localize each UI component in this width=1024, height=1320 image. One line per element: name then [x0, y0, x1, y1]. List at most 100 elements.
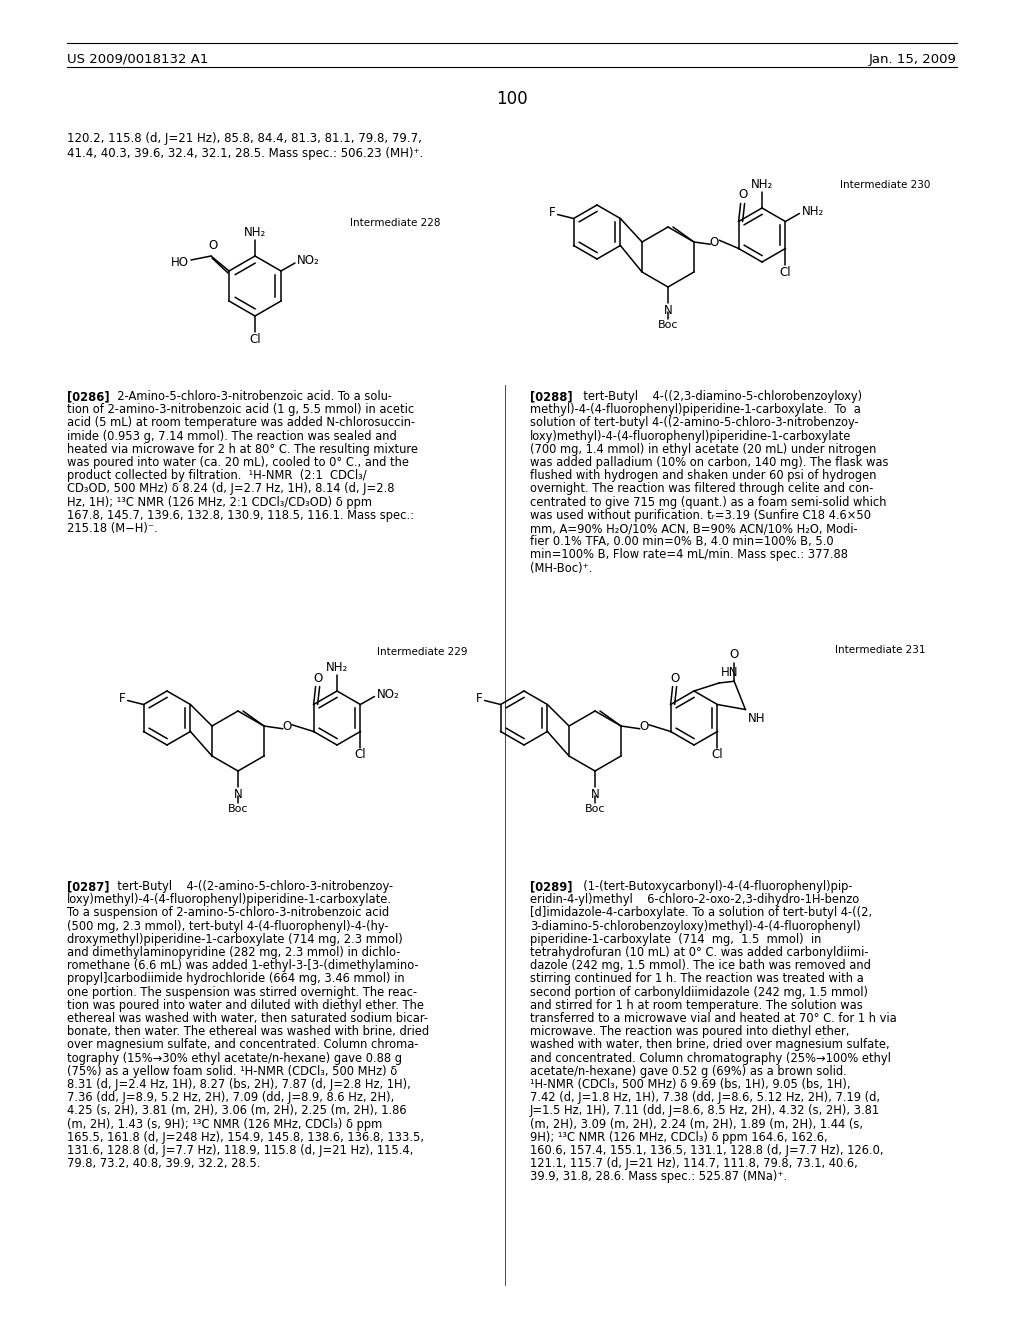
- Text: was added palladium (10% on carbon, 140 mg). The flask was: was added palladium (10% on carbon, 140 …: [530, 455, 889, 469]
- Text: O: O: [313, 672, 323, 685]
- Text: N: N: [591, 788, 599, 801]
- Text: [d]imidazole-4-carboxylate. To a solution of tert-butyl 4-((2,: [d]imidazole-4-carboxylate. To a solutio…: [530, 907, 872, 920]
- Text: fier 0.1% TFA, 0.00 min=0% B, 4.0 min=100% B, 5.0: fier 0.1% TFA, 0.00 min=0% B, 4.0 min=10…: [530, 535, 834, 548]
- Text: overnight. The reaction was filtered through celite and con-: overnight. The reaction was filtered thr…: [530, 482, 873, 495]
- Text: 39.9, 31.8, 28.6. Mass spec.: 525.87 (MNa)⁺.: 39.9, 31.8, 28.6. Mass spec.: 525.87 (MN…: [530, 1171, 787, 1184]
- Text: 120.2, 115.8 (d, J=21 Hz), 85.8, 84.4, 81.3, 81.1, 79.8, 79.7,: 120.2, 115.8 (d, J=21 Hz), 85.8, 84.4, 8…: [67, 132, 422, 145]
- Text: and stirred for 1 h at room temperature. The solution was: and stirred for 1 h at room temperature.…: [530, 999, 863, 1012]
- Text: (m, 2H), 1.43 (s, 9H); ¹³C NMR (126 MHz, CDCl₃) δ ppm: (m, 2H), 1.43 (s, 9H); ¹³C NMR (126 MHz,…: [67, 1118, 382, 1131]
- Text: tion was poured into water and diluted with diethyl ether. The: tion was poured into water and diluted w…: [67, 999, 424, 1012]
- Text: propyl]carbodiimide hydrochloride (664 mg, 3.46 mmol) in: propyl]carbodiimide hydrochloride (664 m…: [67, 973, 404, 986]
- Text: heated via microwave for 2 h at 80° C. The resulting mixture: heated via microwave for 2 h at 80° C. T…: [67, 442, 418, 455]
- Text: Boc: Boc: [227, 804, 248, 814]
- Text: Cl: Cl: [779, 265, 792, 279]
- Text: Boc: Boc: [657, 319, 678, 330]
- Text: stirring continued for 1 h. The reaction was treated with a: stirring continued for 1 h. The reaction…: [530, 973, 864, 986]
- Text: (MH-Boc)⁺.: (MH-Boc)⁺.: [530, 561, 592, 574]
- Text: tetrahydrofuran (10 mL) at 0° C. was added carbonyldiimi-: tetrahydrofuran (10 mL) at 0° C. was add…: [530, 946, 868, 960]
- Text: product collected by filtration.  ¹H-NMR  (2:1  CDCl₃/: product collected by filtration. ¹H-NMR …: [67, 469, 367, 482]
- Text: NH₂: NH₂: [244, 226, 266, 239]
- Text: was poured into water (ca. 20 mL), cooled to 0° C., and the: was poured into water (ca. 20 mL), coole…: [67, 455, 409, 469]
- Text: 131.6, 128.8 (d, J=7.7 Hz), 118.9, 115.8 (d, J=21 Hz), 115.4,: 131.6, 128.8 (d, J=7.7 Hz), 118.9, 115.8…: [67, 1144, 414, 1158]
- Text: mm, A=90% H₂O/10% ACN, B=90% ACN/10% H₂O, Modi-: mm, A=90% H₂O/10% ACN, B=90% ACN/10% H₂O…: [530, 521, 858, 535]
- Text: transferred to a microwave vial and heated at 70° C. for 1 h via: transferred to a microwave vial and heat…: [530, 1012, 897, 1026]
- Text: Intermediate 228: Intermediate 228: [350, 218, 440, 228]
- Text: 4.25 (s, 2H), 3.81 (m, 2H), 3.06 (m, 2H), 2.25 (m, 2H), 1.86: 4.25 (s, 2H), 3.81 (m, 2H), 3.06 (m, 2H)…: [67, 1105, 407, 1118]
- Text: 7.42 (d, J=1.8 Hz, 1H), 7.38 (dd, J=8.6, 5.12 Hz, 2H), 7.19 (d,: 7.42 (d, J=1.8 Hz, 1H), 7.38 (dd, J=8.6,…: [530, 1092, 880, 1105]
- Text: 100: 100: [497, 90, 527, 108]
- Text: [0289]: [0289]: [530, 880, 572, 894]
- Text: [0286]: [0286]: [67, 389, 110, 403]
- Text: (1-(tert-Butoxycarbonyl)-4-(4-fluorophenyl)pip-: (1-(tert-Butoxycarbonyl)-4-(4-fluorophen…: [575, 880, 853, 894]
- Text: 167.8, 145.7, 139.6, 132.8, 130.9, 118.5, 116.1. Mass spec.:: 167.8, 145.7, 139.6, 132.8, 130.9, 118.5…: [67, 508, 414, 521]
- Text: O: O: [729, 648, 739, 661]
- Text: To a suspension of 2-amino-5-chloro-3-nitrobenzoic acid: To a suspension of 2-amino-5-chloro-3-ni…: [67, 907, 389, 920]
- Text: solution of tert-butyl 4-((2-amino-5-chloro-3-nitrobenzoy-: solution of tert-butyl 4-((2-amino-5-chl…: [530, 416, 859, 429]
- Text: Boc: Boc: [585, 804, 605, 814]
- Text: [0288]: [0288]: [530, 389, 572, 403]
- Text: NH₂: NH₂: [751, 178, 773, 191]
- Text: 160.6, 157.4, 155.1, 136.5, 131.1, 128.8 (d, J=7.7 Hz), 126.0,: 160.6, 157.4, 155.1, 136.5, 131.1, 128.8…: [530, 1144, 884, 1158]
- Text: O: O: [670, 672, 679, 685]
- Text: F: F: [119, 692, 126, 705]
- Text: droxymethyl)piperidine-1-carboxylate (714 mg, 2.3 mmol): droxymethyl)piperidine-1-carboxylate (71…: [67, 933, 402, 946]
- Text: Hz, 1H); ¹³C NMR (126 MHz, 2:1 CDCl₃/CD₃OD) δ ppm: Hz, 1H); ¹³C NMR (126 MHz, 2:1 CDCl₃/CD₃…: [67, 495, 372, 508]
- Text: 2-Amino-5-chloro-3-nitrobenzoic acid. To a solu-: 2-Amino-5-chloro-3-nitrobenzoic acid. To…: [110, 389, 392, 403]
- Text: microwave. The reaction was poured into diethyl ether,: microwave. The reaction was poured into …: [530, 1026, 849, 1039]
- Text: J=1.5 Hz, 1H), 7.11 (dd, J=8.6, 8.5 Hz, 2H), 4.32 (s, 2H), 3.81: J=1.5 Hz, 1H), 7.11 (dd, J=8.6, 8.5 Hz, …: [530, 1105, 880, 1118]
- Text: NH₂: NH₂: [802, 205, 823, 218]
- Text: 7.36 (dd, J=8.9, 5.2 Hz, 2H), 7.09 (dd, J=8.9, 8.6 Hz, 2H),: 7.36 (dd, J=8.9, 5.2 Hz, 2H), 7.09 (dd, …: [67, 1092, 394, 1105]
- Text: (500 mg, 2.3 mmol), tert-butyl 4-(4-fluorophenyl)-4-(hy-: (500 mg, 2.3 mmol), tert-butyl 4-(4-fluo…: [67, 920, 388, 933]
- Text: tion of 2-amino-3-nitrobenzoic acid (1 g, 5.5 mmol) in acetic: tion of 2-amino-3-nitrobenzoic acid (1 g…: [67, 403, 415, 416]
- Text: piperidine-1-carboxylate  (714  mg,  1.5  mmol)  in: piperidine-1-carboxylate (714 mg, 1.5 mm…: [530, 933, 821, 946]
- Text: washed with water, then brine, dried over magnesium sulfate,: washed with water, then brine, dried ove…: [530, 1039, 890, 1052]
- Text: 8.31 (d, J=2.4 Hz, 1H), 8.27 (bs, 2H), 7.87 (d, J=2.8 Hz, 1H),: 8.31 (d, J=2.4 Hz, 1H), 8.27 (bs, 2H), 7…: [67, 1078, 411, 1092]
- Text: dazole (242 mg, 1.5 mmol). The ice bath was removed and: dazole (242 mg, 1.5 mmol). The ice bath …: [530, 960, 870, 973]
- Text: Intermediate 229: Intermediate 229: [377, 647, 468, 657]
- Text: Cl: Cl: [354, 748, 367, 762]
- Text: and concentrated. Column chromatography (25%→100% ethyl: and concentrated. Column chromatography …: [530, 1052, 891, 1065]
- Text: HO: HO: [171, 256, 189, 268]
- Text: acetate/n-hexane) gave 0.52 g (69%) as a brown solid.: acetate/n-hexane) gave 0.52 g (69%) as a…: [530, 1065, 847, 1078]
- Text: F: F: [476, 692, 482, 705]
- Text: O: O: [710, 236, 719, 248]
- Text: tert-Butyl    4-((2-amino-5-chloro-3-nitrobenzoy-: tert-Butyl 4-((2-amino-5-chloro-3-nitrob…: [110, 880, 393, 894]
- Text: over magnesium sulfate, and concentrated. Column chroma-: over magnesium sulfate, and concentrated…: [67, 1039, 419, 1052]
- Text: ¹H-NMR (CDCl₃, 500 MHz) δ 9.69 (bs, 1H), 9.05 (bs, 1H),: ¹H-NMR (CDCl₃, 500 MHz) δ 9.69 (bs, 1H),…: [530, 1078, 851, 1092]
- Text: (m, 2H), 3.09 (m, 2H), 2.24 (m, 2H), 1.89 (m, 2H), 1.44 (s,: (m, 2H), 3.09 (m, 2H), 2.24 (m, 2H), 1.8…: [530, 1118, 863, 1131]
- Text: CD₃OD, 500 MHz) δ 8.24 (d, J=2.7 Hz, 1H), 8.14 (d, J=2.8: CD₃OD, 500 MHz) δ 8.24 (d, J=2.7 Hz, 1H)…: [67, 482, 394, 495]
- Text: (700 mg, 1.4 mmol) in ethyl acetate (20 mL) under nitrogen: (700 mg, 1.4 mmol) in ethyl acetate (20 …: [530, 442, 877, 455]
- Text: loxy)methyl)-4-(4-fluorophenyl)piperidine-1-carboxylate.: loxy)methyl)-4-(4-fluorophenyl)piperidin…: [67, 894, 392, 907]
- Text: 3-diamino-5-chlorobenzoyloxy)methyl)-4-(4-fluorophenyl): 3-diamino-5-chlorobenzoyloxy)methyl)-4-(…: [530, 920, 861, 933]
- Text: centrated to give 715 mg (quant.) as a foam semi-solid which: centrated to give 715 mg (quant.) as a f…: [530, 495, 887, 508]
- Text: O: O: [738, 189, 748, 202]
- Text: methyl)-4-(4-fluorophenyl)piperidine-1-carboxylate.  To  a: methyl)-4-(4-fluorophenyl)piperidine-1-c…: [530, 403, 861, 416]
- Text: 215.18 (M−H)⁻.: 215.18 (M−H)⁻.: [67, 521, 158, 535]
- Text: tography (15%→30% ethyl acetate/n-hexane) gave 0.88 g: tography (15%→30% ethyl acetate/n-hexane…: [67, 1052, 402, 1065]
- Text: Jan. 15, 2009: Jan. 15, 2009: [869, 53, 957, 66]
- Text: 79.8, 73.2, 40.8, 39.9, 32.2, 28.5.: 79.8, 73.2, 40.8, 39.9, 32.2, 28.5.: [67, 1158, 260, 1171]
- Text: F: F: [549, 206, 556, 219]
- Text: bonate, then water. The ethereal was washed with brine, dried: bonate, then water. The ethereal was was…: [67, 1026, 429, 1039]
- Text: NH₂: NH₂: [326, 661, 348, 675]
- Text: romethane (6.6 mL) was added 1-ethyl-3-[3-(dimethylamino-: romethane (6.6 mL) was added 1-ethyl-3-[…: [67, 960, 419, 973]
- Text: Cl: Cl: [712, 748, 723, 762]
- Text: (75%) as a yellow foam solid. ¹H-NMR (CDCl₃, 500 MHz) δ: (75%) as a yellow foam solid. ¹H-NMR (CD…: [67, 1065, 397, 1078]
- Text: NO₂: NO₂: [377, 688, 399, 701]
- Text: eridin-4-yl)methyl    6-chloro-2-oxo-2,3-dihydro-1H-benzo: eridin-4-yl)methyl 6-chloro-2-oxo-2,3-di…: [530, 894, 859, 907]
- Text: Cl: Cl: [249, 333, 261, 346]
- Text: [0287]: [0287]: [67, 880, 110, 894]
- Text: N: N: [664, 304, 673, 317]
- Text: was used without purification. tᵣ=3.19 (Sunfire C18 4.6×50: was used without purification. tᵣ=3.19 (…: [530, 508, 871, 521]
- Text: min=100% B, Flow rate=4 mL/min. Mass spec.: 377.88: min=100% B, Flow rate=4 mL/min. Mass spe…: [530, 548, 848, 561]
- Text: Intermediate 230: Intermediate 230: [840, 180, 931, 190]
- Text: flushed with hydrogen and shaken under 60 psi of hydrogen: flushed with hydrogen and shaken under 6…: [530, 469, 877, 482]
- Text: Intermediate 231: Intermediate 231: [835, 645, 926, 655]
- Text: US 2009/0018132 A1: US 2009/0018132 A1: [67, 53, 208, 66]
- Text: NH: NH: [748, 711, 765, 725]
- Text: O: O: [283, 721, 292, 733]
- Text: NO₂: NO₂: [297, 255, 319, 268]
- Text: tert-Butyl    4-((2,3-diamino-5-chlorobenzoyloxy): tert-Butyl 4-((2,3-diamino-5-chlorobenzo…: [575, 389, 862, 403]
- Text: and dimethylaminopyridine (282 mg, 2.3 mmol) in dichlo-: and dimethylaminopyridine (282 mg, 2.3 m…: [67, 946, 400, 960]
- Text: acid (5 mL) at room temperature was added N-chlorosuccin-: acid (5 mL) at room temperature was adde…: [67, 416, 415, 429]
